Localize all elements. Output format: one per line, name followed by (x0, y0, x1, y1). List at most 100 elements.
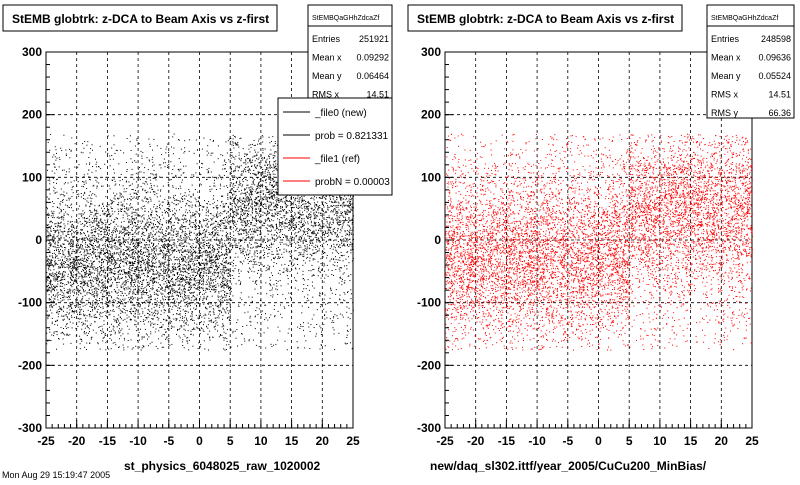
scatter-point (190, 235, 191, 236)
scatter-point (195, 256, 196, 257)
scatter-point (109, 260, 110, 261)
scatter-point (220, 271, 221, 272)
scatter-point (201, 268, 202, 269)
scatter-point (226, 304, 227, 305)
scatter-point (147, 335, 148, 336)
scatter-point (108, 246, 109, 247)
scatter-point (212, 257, 213, 258)
scatter-point (212, 229, 213, 230)
scatter-point (105, 231, 106, 232)
scatter-point (164, 264, 165, 265)
scatter-point (200, 275, 201, 276)
scatter-point (70, 306, 71, 307)
scatter-point (239, 184, 240, 185)
scatter-point (105, 291, 106, 292)
scatter-point (203, 237, 204, 238)
scatter-point (147, 282, 148, 283)
scatter-point (140, 270, 141, 271)
scatter-point (132, 198, 133, 199)
scatter-point (223, 302, 224, 303)
scatter-point (265, 186, 266, 187)
scatter-point (192, 185, 193, 186)
scatter-point (61, 216, 62, 217)
scatter-point (215, 279, 216, 280)
scatter-point (50, 263, 51, 264)
scatter-point (190, 256, 191, 257)
scatter-point (103, 338, 104, 339)
panel-left: StEMB globtrk: z-DCA to Beam Axis vs z-f… (3, 5, 392, 473)
scatter-point (229, 296, 230, 297)
scatter-point (77, 243, 78, 244)
scatter-point (81, 197, 82, 198)
scatter-point (206, 203, 207, 204)
scatter-point (145, 228, 146, 229)
scatter-point (72, 221, 73, 222)
scatter-point (84, 276, 85, 277)
scatter-point (207, 251, 208, 252)
scatter-point (88, 258, 89, 259)
scatter-point (64, 290, 65, 291)
scatter-point (68, 296, 69, 297)
scatter-point (83, 279, 84, 280)
scatter-point (161, 239, 162, 240)
scatter-point (254, 256, 255, 257)
scatter-point (209, 255, 210, 256)
scatter-point (110, 253, 111, 254)
scatter-point (178, 305, 179, 306)
scatter-point (89, 269, 90, 270)
scatter-point (168, 184, 169, 185)
scatter-point (128, 239, 129, 240)
scatter-point (165, 233, 166, 234)
scatter-point (69, 207, 70, 208)
scatter-point (136, 218, 137, 219)
scatter-point (77, 234, 78, 235)
scatter-point (184, 241, 185, 242)
scatter-point (272, 226, 273, 227)
scatter-point (271, 167, 272, 168)
scatter-point (46, 343, 47, 344)
scatter-point (211, 234, 212, 235)
scatter-point (200, 174, 201, 175)
scatter-point (71, 233, 72, 234)
scatter-point (90, 273, 91, 274)
scatter-point (255, 199, 256, 200)
scatter-point (182, 255, 183, 256)
scatter-point (159, 276, 160, 277)
scatter-point (219, 175, 220, 176)
scatter-point (97, 291, 98, 292)
scatter-point (216, 216, 217, 217)
scatter-point (129, 237, 130, 238)
scatter-point (104, 214, 105, 215)
scatter-point (103, 248, 104, 249)
scatter-point (244, 156, 245, 157)
scatter-point (340, 215, 341, 216)
scatter-point (222, 220, 223, 221)
scatter-point (109, 265, 110, 266)
scatter-point (195, 278, 196, 279)
scatter-point (193, 302, 194, 303)
scatter-point (139, 347, 140, 348)
scatter-point (54, 298, 55, 299)
scatter-point (197, 212, 198, 213)
scatter-point (230, 278, 231, 279)
scatter-point (116, 236, 117, 237)
scatter-point (203, 242, 204, 243)
scatter-point (198, 197, 199, 198)
scatter-point (176, 251, 177, 252)
scatter-point (155, 233, 156, 234)
scatter-point (203, 284, 204, 285)
scatter-point (142, 221, 143, 222)
scatter-point (145, 264, 146, 265)
scatter-point (245, 198, 246, 199)
scatter-point (46, 272, 47, 273)
scatter-point (55, 273, 56, 274)
scatter-point (154, 178, 155, 179)
scatter-point (188, 256, 189, 257)
scatter-point (107, 279, 108, 280)
scatter-point (280, 225, 281, 226)
scatter-point (51, 265, 52, 266)
scatter-point (82, 245, 83, 246)
scatter-point (119, 193, 120, 194)
scatter-point (335, 256, 336, 257)
scatter-point (106, 222, 107, 223)
